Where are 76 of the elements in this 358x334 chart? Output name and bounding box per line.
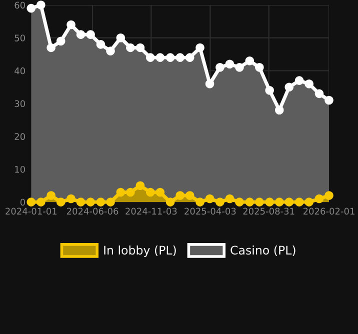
point <box>56 36 66 46</box>
point <box>265 86 274 95</box>
point <box>146 188 155 197</box>
point <box>156 53 165 62</box>
point <box>26 4 36 13</box>
point <box>56 198 66 206</box>
y-tick-label: 20 <box>14 133 25 140</box>
point <box>166 53 175 62</box>
point <box>294 198 304 206</box>
point <box>274 198 284 206</box>
point <box>166 198 175 206</box>
point <box>235 63 244 72</box>
point <box>225 60 234 69</box>
point <box>235 198 244 206</box>
point <box>136 43 145 52</box>
x-tick-label: 2024-01-01 <box>6 208 57 215</box>
point <box>274 106 284 114</box>
point <box>205 194 214 204</box>
point <box>324 96 334 105</box>
point <box>314 89 324 98</box>
point <box>245 56 254 66</box>
point <box>225 194 234 204</box>
point <box>216 63 224 72</box>
point <box>66 20 76 30</box>
point <box>245 198 254 206</box>
x-tick-label: 2025-08-31 <box>243 208 294 215</box>
point <box>36 0 46 10</box>
legend-label: Casino (PL) <box>230 245 296 256</box>
point <box>304 198 314 206</box>
point <box>324 191 334 200</box>
point <box>304 79 314 88</box>
legend-label: In lobby (PL) <box>104 245 176 257</box>
point <box>46 43 56 52</box>
point <box>66 194 76 204</box>
point <box>176 53 184 62</box>
point <box>106 198 115 206</box>
point <box>86 30 95 39</box>
point <box>36 198 46 206</box>
point <box>185 53 194 62</box>
point <box>255 198 264 206</box>
point <box>176 191 184 200</box>
point <box>116 188 126 197</box>
y-tick-label: 50 <box>14 34 25 42</box>
point <box>255 63 264 72</box>
point <box>146 53 155 62</box>
point <box>116 33 126 42</box>
point <box>46 191 56 200</box>
point <box>156 188 165 197</box>
x-tick-label: 2025-04-03 <box>184 208 236 215</box>
point <box>76 198 86 206</box>
y-tick-label: 60 <box>14 2 25 9</box>
x-tick-label: 2026-02-01 <box>303 208 354 215</box>
point <box>284 82 294 92</box>
point <box>196 198 204 206</box>
point <box>126 188 135 197</box>
point <box>126 43 135 52</box>
point <box>106 46 115 56</box>
point <box>76 30 86 39</box>
y-tick-label: 30 <box>14 100 25 108</box>
point <box>26 198 36 206</box>
x-tick-label: 2024-06-06 <box>66 208 118 215</box>
point <box>185 191 194 200</box>
point <box>96 40 106 49</box>
point <box>196 43 204 52</box>
point <box>96 198 106 206</box>
point <box>265 198 274 206</box>
y-tick-label: 40 <box>14 67 25 74</box>
point <box>294 76 304 85</box>
point <box>216 198 224 206</box>
point <box>284 198 294 206</box>
point <box>314 194 324 204</box>
point <box>136 181 145 190</box>
y-tick-label: 10 <box>15 166 25 173</box>
x-tick-label: 2024-11-03 <box>126 208 177 215</box>
point <box>86 198 95 206</box>
y-tick-label: 0 <box>20 198 25 206</box>
